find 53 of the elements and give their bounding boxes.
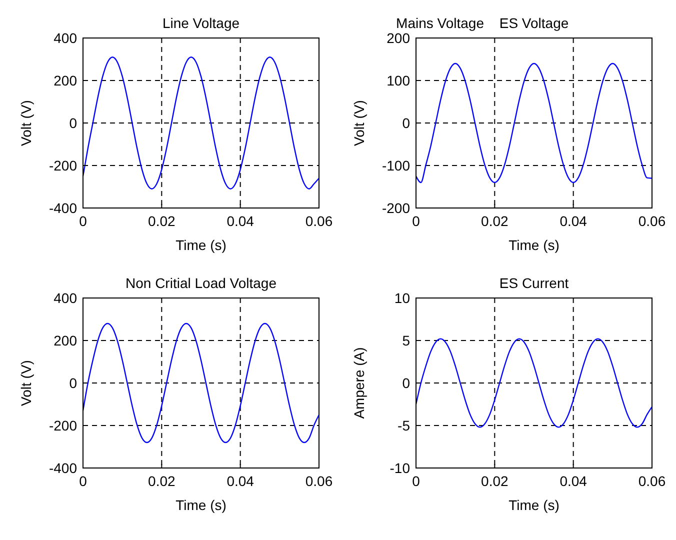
chart-title: Non Critial Load Voltage	[126, 275, 277, 291]
chart-title: Line Voltage	[162, 15, 240, 31]
y-tick-label: 200	[54, 72, 78, 88]
y-tick-label: -400	[48, 460, 78, 476]
y-tick-label: 100	[386, 72, 410, 88]
y-tick-label: 10	[394, 290, 410, 306]
x-axis-title: Time (s)	[176, 237, 226, 253]
x-tick-label: 0.04	[560, 473, 588, 489]
y-tick-label: -200	[48, 158, 78, 174]
x-tick-label: 0	[412, 213, 420, 229]
line-series	[82, 322, 320, 444]
y-tick-label: 400	[54, 290, 78, 306]
y-tick-label: -200	[48, 418, 78, 434]
x-tick-label: 0.06	[638, 213, 666, 229]
line-series	[415, 338, 653, 428]
y-tick-label: 0	[69, 375, 78, 391]
y-tick-label: -400	[48, 200, 78, 216]
x-tick-label: 0.04	[226, 473, 254, 489]
x-tick-label: 0.06	[305, 213, 333, 229]
x-tick-label: 0.04	[226, 213, 254, 229]
x-tick-label: 0.04	[560, 213, 588, 229]
y-axis-title: Volt (V)	[18, 360, 34, 406]
chart-title: ES Voltage	[499, 15, 569, 31]
x-axis-title: Time (s)	[508, 237, 560, 253]
y-tick-label: 0	[402, 115, 410, 131]
y-tick-label: 400	[54, 30, 78, 46]
y-tick-label: -5	[398, 418, 410, 434]
y-tick-label: -10	[390, 460, 410, 476]
y-tick-label: 5	[402, 332, 410, 348]
y-tick-label: 200	[54, 332, 78, 348]
line-series	[415, 62, 653, 184]
y-axis-title: Ampere (A)	[351, 347, 367, 419]
x-tick-label: 0.02	[481, 213, 509, 229]
y-tick-label: 0	[69, 115, 78, 131]
x-tick-label: 0.06	[638, 473, 666, 489]
chart-title: ES Current	[499, 275, 569, 291]
y-tick-label: 0	[402, 375, 410, 391]
y-axis-title: Volt (V)	[18, 100, 34, 146]
x-tick-label: 0	[79, 213, 88, 229]
x-tick-label: 0	[79, 473, 88, 489]
x-tick-label: 0.02	[481, 473, 509, 489]
y-tick-label: 200	[386, 30, 410, 46]
y-axis-title: Volt (V)	[351, 100, 367, 146]
x-tick-label: 0.06	[305, 473, 333, 489]
x-axis-title: Time (s)	[176, 497, 226, 513]
x-tick-label: 0.02	[148, 213, 176, 229]
y-tick-label: -100	[382, 158, 410, 174]
y-tick-label: -200	[382, 200, 410, 216]
x-tick-label: 0	[412, 473, 420, 489]
text: Mains Voltage	[396, 15, 484, 31]
x-axis-title: Time (s)	[508, 497, 560, 513]
line-series	[82, 56, 320, 190]
x-tick-label: 0.02	[148, 473, 176, 489]
